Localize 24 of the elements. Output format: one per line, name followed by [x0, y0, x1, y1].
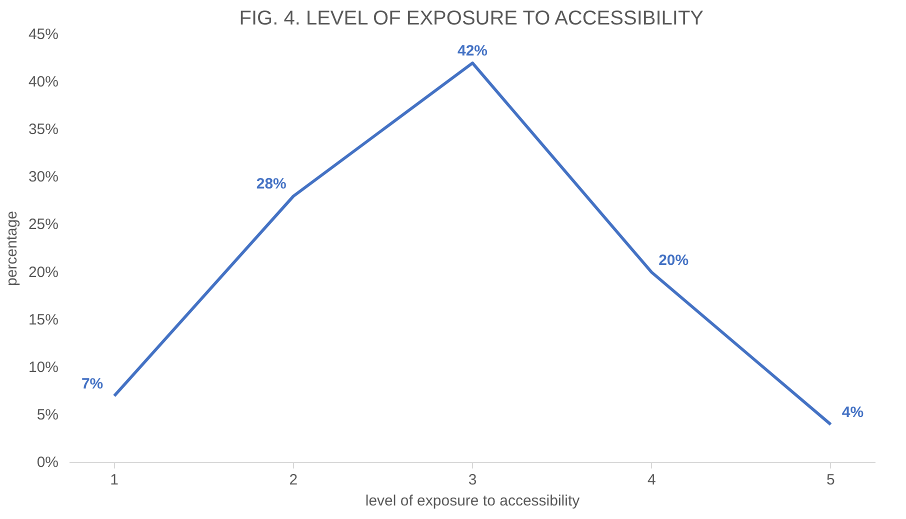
- y-tick-label: 10%: [28, 358, 59, 376]
- y-tick-label: 30%: [28, 168, 59, 186]
- y-axis-title: percentage: [3, 210, 20, 286]
- data-label: 42%: [457, 42, 488, 60]
- x-tick-label: 4: [647, 472, 656, 488]
- y-tick-label: 25%: [28, 216, 59, 234]
- x-axis-title: level of exposure to accessibility: [365, 492, 580, 510]
- data-label: 7%: [81, 375, 104, 392]
- x-tick-label: 2: [289, 472, 298, 488]
- x-tick-label: 3: [468, 472, 477, 488]
- chart-title: FIG. 4. LEVEL OF EXPOSURE TO ACCESSIBILITY: [239, 8, 704, 30]
- data-label: 28%: [256, 176, 286, 193]
- line-series: [112, 62, 832, 426]
- y-tick-label: 15%: [28, 311, 59, 328]
- y-tick-label: 20%: [28, 264, 59, 281]
- y-tick-label: 40%: [28, 74, 59, 91]
- y-tick-label: 35%: [28, 121, 59, 138]
- data-label: 4%: [842, 404, 864, 421]
- x-tick-label: 5: [826, 472, 835, 488]
- y-tick-label: 5%: [36, 406, 59, 424]
- y-tick-label: 0%: [36, 454, 59, 471]
- y-tick-label: 45%: [28, 26, 59, 43]
- x-tick-label: 1: [110, 472, 118, 488]
- data-label: 20%: [658, 252, 689, 269]
